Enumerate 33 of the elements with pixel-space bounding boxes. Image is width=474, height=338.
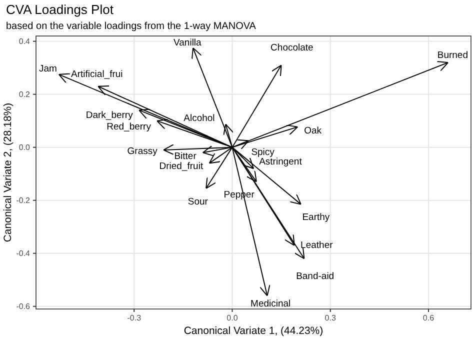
y-tick-label: 0.4 — [18, 36, 31, 46]
series-label: Sour — [188, 196, 208, 208]
y-tick-label: -0.2 — [16, 196, 31, 205]
series-label: Chocolate — [270, 42, 314, 54]
series-label: Astringent — [259, 156, 302, 168]
chart-title: CVA Loadings Plot — [6, 2, 114, 17]
series-label: Band-aid — [296, 270, 334, 282]
series-label: Dark_berry — [86, 110, 134, 121]
series-label: Spicy — [251, 147, 275, 158]
x-tick-label: -0.3 — [127, 314, 142, 323]
series-label: Burned — [437, 50, 468, 61]
x-tick-label: 0.3 — [324, 314, 336, 323]
x-tick-label: 0.0 — [226, 314, 238, 323]
y-tick-label: 0.0 — [18, 142, 31, 152]
series-label: Medicinal — [250, 298, 291, 310]
series-label: Earthy — [302, 212, 330, 224]
x-tick-label: 0.6 — [422, 314, 435, 323]
series-label: Dried_fruit — [159, 160, 204, 172]
y-tick-label: -0.4 — [16, 248, 31, 258]
series-label: Vanilla — [174, 37, 202, 48]
series-label: Bitter — [174, 151, 196, 162]
series-label: Grassy — [127, 146, 158, 158]
series-label: Jam — [39, 64, 58, 75]
x-axis-title: Canonical Variate 1, (44.23%) — [184, 325, 324, 337]
series-label: Alcohol — [184, 112, 215, 124]
y-tick-label: 0.2 — [18, 90, 31, 99]
y-tick-label: -0.6 — [16, 302, 31, 311]
y-axis-title: Canonical Variate 2, (28.18%) — [2, 102, 14, 242]
series-label: Oak — [304, 126, 322, 137]
chart-subtitle: based on the variable loadings from the 1-way MANOVA — [6, 21, 256, 32]
series-label: Leather — [300, 240, 333, 251]
series-label: Red_berry — [106, 121, 152, 132]
series-label: Artificial_frui — [71, 69, 123, 80]
